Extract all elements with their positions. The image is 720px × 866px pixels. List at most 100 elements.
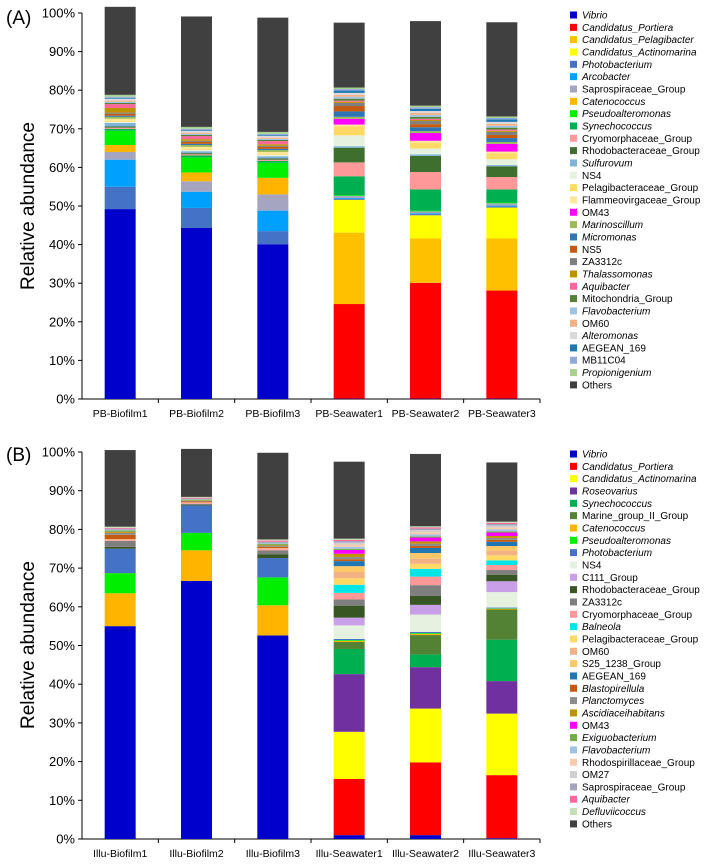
panel-b-bar-segment bbox=[181, 503, 212, 504]
panel-b-bar-segment bbox=[333, 605, 365, 618]
panel-a-bar-segment bbox=[333, 92, 365, 95]
panel-a-bar-segment bbox=[257, 146, 289, 149]
panel-a-bar-segment bbox=[181, 132, 212, 134]
panel-a-bar-segment bbox=[333, 102, 365, 107]
panel-a-bar-segment bbox=[410, 112, 441, 115]
panel-a-bar-segment bbox=[410, 215, 441, 239]
panel-b-x-tick-label: Illu-Biofilm3 bbox=[246, 848, 300, 860]
panel-b-bar-segment bbox=[181, 503, 212, 505]
panel-a-legend-label: NS5 bbox=[582, 245, 602, 256]
panel-a-bar-segment bbox=[410, 114, 441, 117]
panel-a-bar-segment bbox=[104, 104, 136, 108]
panel-a-bar-segment bbox=[410, 108, 441, 112]
panel-a-bar-segment bbox=[181, 130, 212, 133]
panel-a-bar-segment bbox=[333, 94, 365, 97]
panel-a-legend-label: OM43 bbox=[582, 208, 610, 219]
panel-a-bar-segment bbox=[486, 117, 518, 120]
panel-a-bar-segment bbox=[257, 150, 289, 152]
panel-a-bar-segment bbox=[181, 145, 212, 147]
panel-b-bar-segment bbox=[333, 638, 365, 641]
panel-a-bar-segment bbox=[104, 115, 136, 117]
panel-a-legend-label: Pseudoalteromonas bbox=[582, 109, 671, 120]
panel-a-bar-segment bbox=[333, 100, 365, 102]
panel-a-legend-swatch bbox=[570, 245, 577, 253]
panel-b-legend-swatch bbox=[570, 586, 577, 594]
panel-b-bar-segment bbox=[486, 713, 518, 776]
panel-a-bar-segment bbox=[104, 102, 136, 105]
panel-a-legend-label: Micromonas bbox=[582, 232, 636, 243]
panel-a-x-tick-label: PB-Biofilm2 bbox=[169, 408, 224, 420]
panel-a-bar-segment bbox=[257, 162, 289, 178]
panel-a-bar-segment bbox=[104, 97, 136, 99]
panel-a-bar-segment bbox=[486, 290, 518, 399]
panel-a-bar-segment bbox=[333, 87, 365, 90]
panel-b-legend-label: Catenococcus bbox=[582, 523, 645, 534]
panel-a-bar-segment bbox=[181, 228, 212, 399]
panel-b-bar-segment bbox=[333, 592, 365, 600]
panel-b-bar-segment bbox=[104, 530, 136, 532]
panel-a-bar-segment bbox=[181, 136, 212, 140]
panel-b-bar-segment bbox=[333, 556, 365, 560]
panel-b-legend-swatch bbox=[570, 660, 577, 668]
panel-a-bar-segment bbox=[181, 191, 212, 208]
panel-b-legend-label: OM43 bbox=[582, 721, 610, 732]
panel-a-bar-segment bbox=[257, 138, 289, 140]
panel-a-legend-label: Others bbox=[582, 380, 612, 391]
panel-b-bar-segment bbox=[333, 584, 365, 593]
panel-b-bar-segment bbox=[410, 631, 441, 634]
panel-b-bar-segment bbox=[486, 531, 518, 533]
panel-b-bar-segment bbox=[257, 540, 289, 542]
panel-a-legend-label: Arcobacter bbox=[581, 72, 631, 83]
panel-b-bar-segment bbox=[486, 537, 518, 540]
panel-b-bar-segment bbox=[333, 461, 365, 539]
panel-b-y-tick-label: 40% bbox=[49, 677, 75, 692]
panel-b-bar-segment bbox=[257, 547, 289, 550]
panel-a-bar-segment bbox=[333, 195, 365, 196]
panel-b-legend-swatch bbox=[570, 462, 577, 470]
panel-b-bar-segment bbox=[257, 635, 289, 839]
panel-b-bar-segment bbox=[333, 578, 365, 585]
panel-a-bar-segment bbox=[486, 151, 518, 154]
panel-a-bar-segment bbox=[181, 126, 212, 129]
panel-b-bar-segment bbox=[410, 546, 441, 548]
panel-a-bar-segment bbox=[333, 106, 365, 112]
panel-b-legend-swatch bbox=[570, 549, 577, 557]
panel-b-bar-segment bbox=[104, 532, 136, 535]
panel-b-bar-segment bbox=[181, 580, 212, 839]
panel-b-legend-swatch bbox=[570, 721, 577, 729]
panel-a-bar-segment bbox=[181, 172, 212, 182]
panel-b-y-tick-label: 100% bbox=[42, 445, 76, 460]
panel-a-bar-segment bbox=[104, 112, 136, 114]
panel-b-bar-segment bbox=[181, 498, 212, 500]
panel-b-legend-swatch bbox=[570, 808, 577, 816]
panel-a-bar-segment bbox=[410, 107, 441, 109]
panel-a-legend-label: Cryomorphaceae_Group bbox=[582, 134, 692, 145]
panel-a-legend-label: NS4 bbox=[582, 171, 602, 182]
panel-b-legend-label: Pseudoalteromonas bbox=[582, 536, 671, 547]
panel-a-legend-swatch bbox=[570, 295, 577, 303]
panel-b-bar-segment bbox=[333, 835, 365, 839]
panel-a-legend-label: Sulfurovum bbox=[582, 158, 633, 169]
panel-a-bar-segment bbox=[410, 121, 441, 125]
panel-a-legend-swatch bbox=[570, 11, 577, 19]
panel-a-x-tick-label: PB-Seawater3 bbox=[468, 408, 536, 420]
panel-b-y-tick-label: 50% bbox=[49, 638, 75, 653]
panel-b-bar-segment bbox=[257, 542, 289, 544]
panel-b-bar-segment bbox=[410, 553, 441, 559]
panel-b-y-tick-label: 90% bbox=[49, 483, 75, 498]
panel-a-bar-segment bbox=[410, 140, 441, 143]
panel-a-bar-segment bbox=[333, 118, 365, 125]
panel-b-bar-segment bbox=[410, 585, 441, 596]
panel-a-bar-segment bbox=[181, 128, 212, 130]
panel-b-bar-segment bbox=[486, 522, 518, 524]
panel-a-y-tick-label: 80% bbox=[49, 83, 75, 98]
panel-a-bar-segment bbox=[257, 155, 289, 157]
panel-a-legend-label: Candidatus_Actinomarina bbox=[582, 47, 697, 58]
panel-b-legend-swatch bbox=[570, 623, 577, 631]
panel-a-bar-segment bbox=[333, 147, 365, 163]
panel-b-bar-segment bbox=[333, 544, 365, 547]
panel-a-bar-segment bbox=[333, 124, 365, 127]
panel-a-y-tick-label: 10% bbox=[49, 353, 75, 368]
panel-a-bar-segment bbox=[181, 129, 212, 131]
panel-b-legend-label: Exiguobacterium bbox=[582, 733, 656, 744]
